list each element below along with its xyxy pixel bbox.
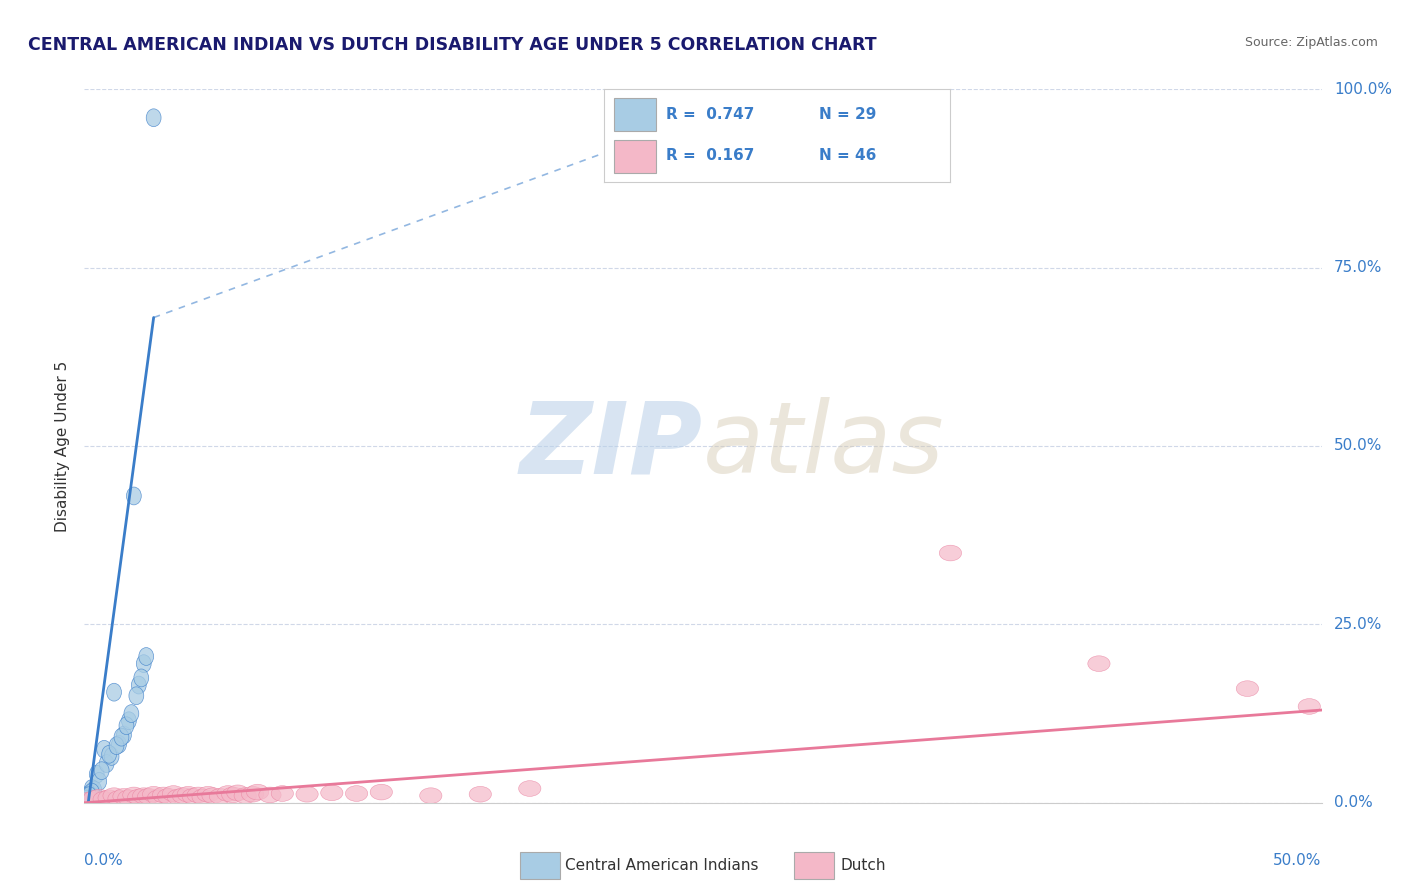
Ellipse shape xyxy=(242,787,264,802)
Ellipse shape xyxy=(120,717,134,735)
Ellipse shape xyxy=(1236,681,1258,697)
Text: CENTRAL AMERICAN INDIAN VS DUTCH DISABILITY AGE UNDER 5 CORRELATION CHART: CENTRAL AMERICAN INDIAN VS DUTCH DISABIL… xyxy=(28,36,877,54)
Ellipse shape xyxy=(519,780,541,797)
Ellipse shape xyxy=(121,712,136,730)
Text: 50.0%: 50.0% xyxy=(1274,853,1322,868)
Text: 100.0%: 100.0% xyxy=(1334,82,1392,96)
Ellipse shape xyxy=(82,785,97,803)
Ellipse shape xyxy=(370,784,392,800)
Ellipse shape xyxy=(142,787,165,802)
Ellipse shape xyxy=(197,787,219,802)
Ellipse shape xyxy=(129,687,143,705)
Text: Source: ZipAtlas.com: Source: ZipAtlas.com xyxy=(1244,36,1378,49)
Ellipse shape xyxy=(321,785,343,801)
Ellipse shape xyxy=(114,728,129,746)
Ellipse shape xyxy=(136,655,152,673)
Ellipse shape xyxy=(217,786,239,801)
Ellipse shape xyxy=(139,648,153,665)
Ellipse shape xyxy=(271,786,294,801)
Ellipse shape xyxy=(103,788,125,804)
Ellipse shape xyxy=(79,790,94,808)
Text: 0.0%: 0.0% xyxy=(84,853,124,868)
Text: Central American Indians: Central American Indians xyxy=(565,858,759,872)
Ellipse shape xyxy=(98,790,121,805)
Ellipse shape xyxy=(117,726,131,744)
Ellipse shape xyxy=(118,790,141,805)
Text: atlas: atlas xyxy=(703,398,945,494)
Ellipse shape xyxy=(94,762,110,780)
Ellipse shape xyxy=(939,545,962,561)
Ellipse shape xyxy=(134,669,149,687)
Ellipse shape xyxy=(112,789,135,805)
Ellipse shape xyxy=(1298,698,1320,714)
Ellipse shape xyxy=(162,786,184,801)
Ellipse shape xyxy=(89,789,110,805)
Ellipse shape xyxy=(110,737,124,755)
Ellipse shape xyxy=(259,787,281,803)
Ellipse shape xyxy=(202,788,224,804)
Ellipse shape xyxy=(157,789,180,805)
Ellipse shape xyxy=(146,109,162,127)
Ellipse shape xyxy=(91,772,107,790)
Ellipse shape xyxy=(84,783,100,801)
Ellipse shape xyxy=(419,788,441,804)
Ellipse shape xyxy=(470,787,492,802)
Ellipse shape xyxy=(233,788,256,804)
Ellipse shape xyxy=(295,787,318,802)
Ellipse shape xyxy=(124,705,139,723)
Ellipse shape xyxy=(79,789,94,807)
Ellipse shape xyxy=(132,788,155,804)
Ellipse shape xyxy=(122,787,145,803)
Ellipse shape xyxy=(152,787,174,803)
Ellipse shape xyxy=(79,792,100,808)
Ellipse shape xyxy=(127,487,141,505)
Ellipse shape xyxy=(138,789,160,805)
Ellipse shape xyxy=(193,789,214,805)
Ellipse shape xyxy=(1088,656,1111,672)
Ellipse shape xyxy=(90,765,104,783)
Ellipse shape xyxy=(222,787,245,803)
Ellipse shape xyxy=(346,786,368,801)
Ellipse shape xyxy=(148,790,170,805)
Ellipse shape xyxy=(82,787,97,805)
Ellipse shape xyxy=(100,755,114,772)
Y-axis label: Disability Age Under 5: Disability Age Under 5 xyxy=(55,360,70,532)
Ellipse shape xyxy=(167,789,190,805)
Text: 50.0%: 50.0% xyxy=(1334,439,1382,453)
Ellipse shape xyxy=(97,740,111,758)
Ellipse shape xyxy=(87,781,101,799)
Ellipse shape xyxy=(187,787,209,803)
Ellipse shape xyxy=(128,789,150,805)
Text: Dutch: Dutch xyxy=(841,858,886,872)
Ellipse shape xyxy=(107,683,121,701)
Text: 0.0%: 0.0% xyxy=(1334,796,1372,810)
Ellipse shape xyxy=(104,747,120,765)
Ellipse shape xyxy=(131,676,146,694)
Ellipse shape xyxy=(93,791,115,807)
Ellipse shape xyxy=(177,787,200,802)
Text: ZIP: ZIP xyxy=(520,398,703,494)
Ellipse shape xyxy=(84,780,100,797)
Ellipse shape xyxy=(226,785,249,801)
Ellipse shape xyxy=(209,789,232,805)
Ellipse shape xyxy=(108,790,131,806)
Ellipse shape xyxy=(111,735,127,753)
Ellipse shape xyxy=(101,746,117,764)
Ellipse shape xyxy=(183,789,204,805)
Ellipse shape xyxy=(246,784,269,800)
Text: 75.0%: 75.0% xyxy=(1334,260,1382,275)
Ellipse shape xyxy=(83,790,105,806)
Text: 25.0%: 25.0% xyxy=(1334,617,1382,632)
Ellipse shape xyxy=(172,788,194,804)
